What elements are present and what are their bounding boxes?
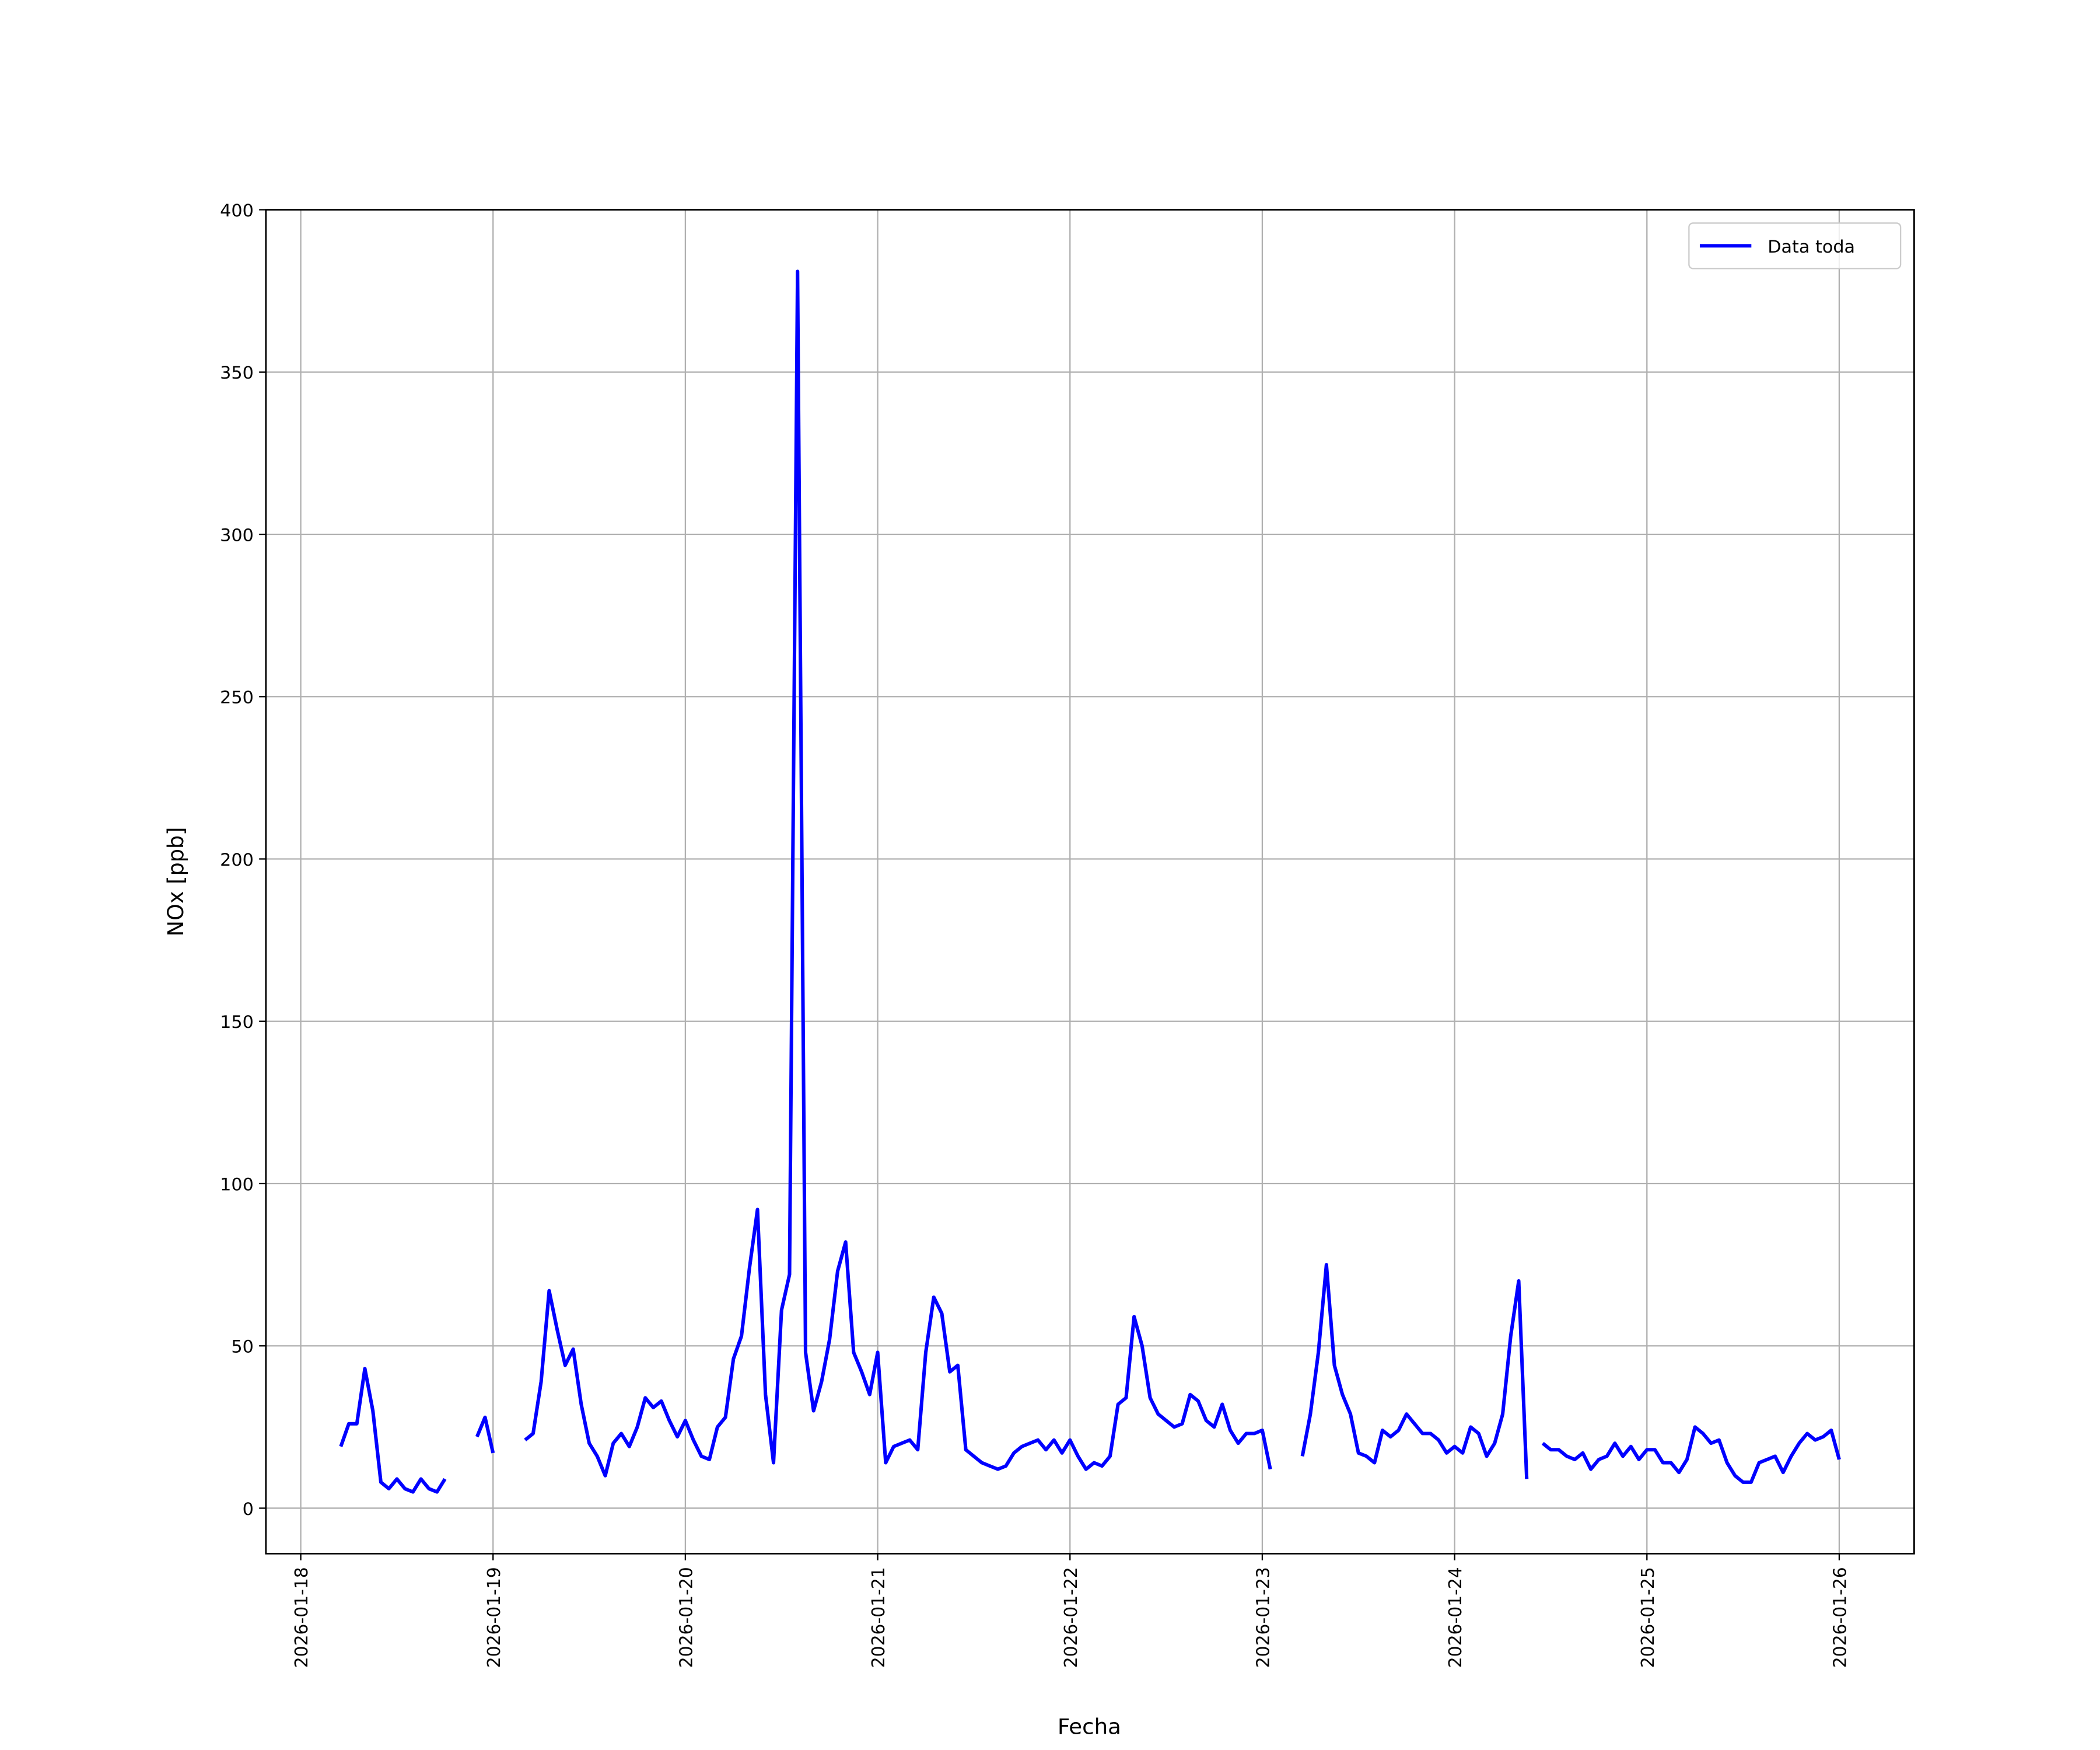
axes-frame	[265, 209, 1915, 1555]
y-tick-label: 250	[220, 688, 254, 708]
y-tick-label: 400	[220, 201, 254, 221]
x-tick-label: 2026-01-26	[1830, 1567, 1850, 1668]
x-tick-label: 2026-01-20	[676, 1567, 696, 1668]
x-tick-label: 2026-01-21	[869, 1567, 889, 1668]
y-axis-label: NOx [ppb]	[163, 827, 188, 937]
data-line	[339, 270, 1841, 1494]
y-tick-label: 150	[220, 1012, 254, 1032]
x-tick-label: 2026-01-24	[1446, 1567, 1466, 1668]
x-tick-label: 2026-01-18	[292, 1567, 312, 1668]
legend-label: Data toda	[1768, 237, 1855, 257]
y-tick-label: 50	[231, 1337, 253, 1357]
legend: Data toda	[1688, 222, 1902, 270]
y-tick-label: 200	[220, 850, 254, 870]
y-tick-label: 300	[220, 526, 254, 546]
x-tick-label: 2026-01-23	[1253, 1567, 1273, 1668]
y-tick-label: 100	[220, 1175, 254, 1195]
axes: 0 50 100 150 200 250 300 350 400 2026-01-18 2026-0…	[220, 201, 1850, 1668]
x-axis-label: Fecha	[1058, 1714, 1121, 1740]
y-tick-label: 0	[243, 1499, 254, 1520]
y-tick-label: 350	[220, 363, 254, 383]
plot-area	[339, 270, 1841, 1494]
x-tick-label: 2026-01-19	[484, 1567, 505, 1668]
legend-box	[1688, 222, 1902, 270]
x-tick-label: 2026-01-22	[1061, 1567, 1082, 1668]
x-tick-label: 2026-01-25	[1638, 1567, 1658, 1668]
